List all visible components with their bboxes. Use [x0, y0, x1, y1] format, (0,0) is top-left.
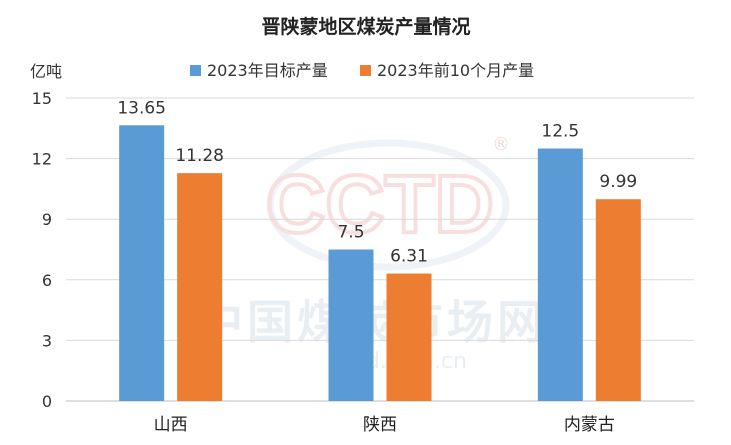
bar [119, 125, 165, 402]
y-tick-label: 15 [32, 89, 52, 108]
watermark-registered-mark: ® [492, 134, 510, 155]
category-label: 山西 [154, 415, 188, 435]
legend-label: 2023年目标产量 [207, 61, 328, 80]
watermark-logo-text: CCTD [266, 159, 494, 250]
y-tick-label: 3 [42, 331, 52, 350]
gridlines [66, 97, 694, 402]
y-tick-label: 9 [42, 210, 52, 229]
legend-swatch [190, 65, 201, 76]
legend-swatch [360, 65, 371, 76]
bar [328, 249, 374, 401]
data-label: 13.65 [117, 98, 166, 118]
data-label: 9.99 [599, 172, 637, 192]
data-label: 6.31 [390, 247, 428, 267]
category-label: 内蒙古 [564, 415, 615, 435]
bar [595, 199, 641, 401]
category-labels: 山西 陕西 内蒙古 [154, 415, 615, 435]
chart-title: 晋陕蒙地区煤炭产量情况 [261, 15, 470, 38]
watermark-ring [266, 139, 510, 271]
legend: 2023年目标产量 2023年前10个月产量 [190, 61, 534, 80]
bars [119, 125, 641, 402]
bar [386, 273, 432, 401]
y-tick-label: 12 [32, 150, 52, 169]
category-label: 陕西 [363, 415, 397, 435]
y-tick-label: 0 [42, 392, 52, 411]
data-label: 11.28 [175, 146, 224, 166]
bar [537, 148, 583, 401]
data-labels: 13.65 11.28 7.5 6.31 12.5 9.99 [117, 98, 637, 266]
y-tick-label: 6 [42, 271, 52, 290]
data-label: 12.5 [541, 122, 579, 142]
y-axis-unit-label: 亿吨 [30, 62, 62, 81]
y-axis-ticks: 0 3 6 9 12 15 [32, 89, 52, 411]
bar [177, 173, 223, 401]
data-label: 7.5 [337, 223, 364, 243]
legend-label: 2023年前10个月产量 [377, 61, 534, 80]
